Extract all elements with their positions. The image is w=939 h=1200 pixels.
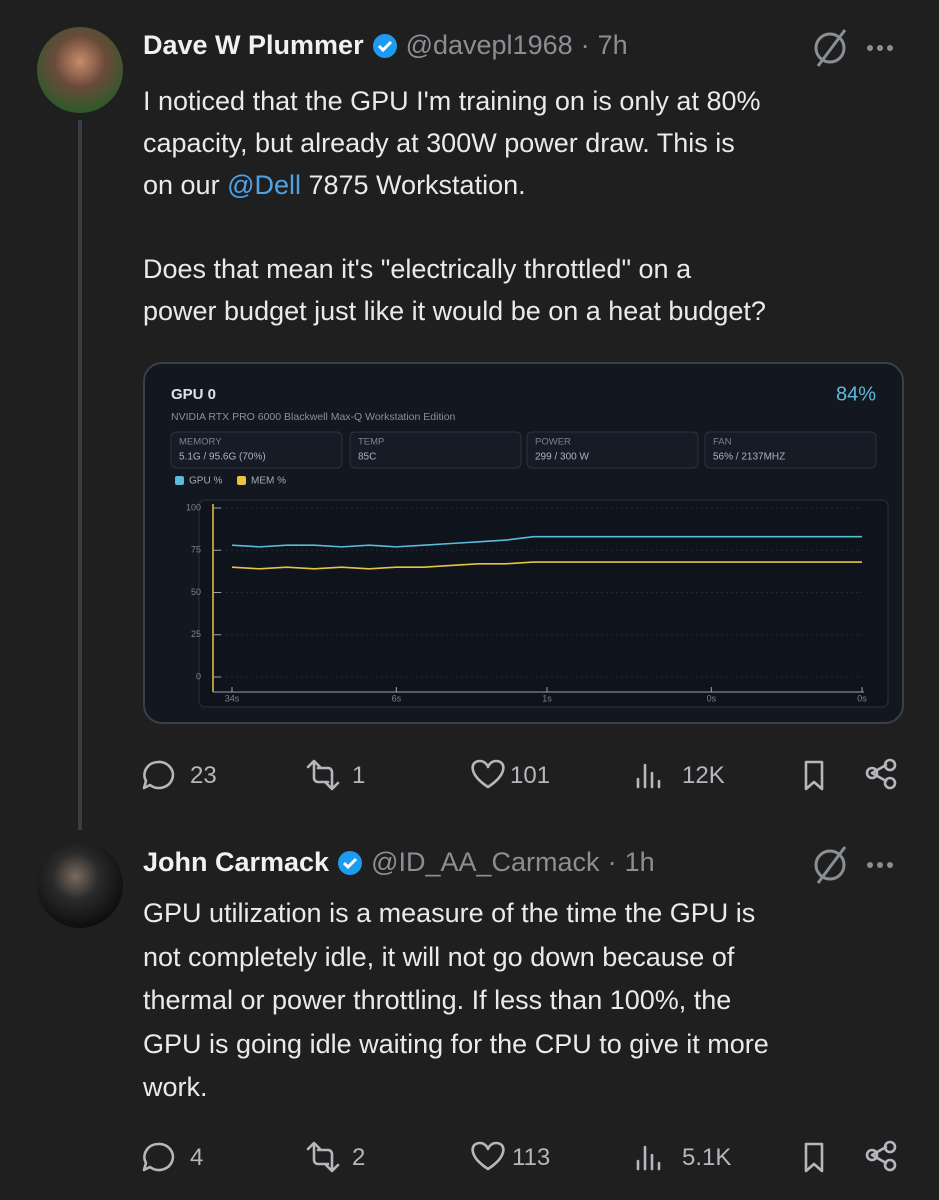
reply-count[interactable]: 23 — [190, 762, 217, 789]
stat-label: POWER — [535, 437, 571, 448]
text-line: capacity, but already at 300W power draw… — [143, 128, 735, 158]
stat-label: MEMORY — [179, 437, 222, 448]
gpu-title: GPU 0 — [171, 386, 216, 403]
post-header: Dave W Plummer @davepl1968 · 7h — [143, 30, 628, 61]
stat-value: 5.1G / 95.6G (70%) — [179, 452, 266, 463]
stat-value: 56% / 2137MHZ — [713, 452, 785, 463]
verified-badge — [372, 33, 397, 58]
x-tick-label: 34s — [225, 693, 240, 703]
media-image[interactable]: GPU 0 84% NVIDIA RTX PRO 6000 Blackwell … — [143, 362, 904, 724]
legend-swatch — [175, 476, 184, 485]
stat-label: FAN — [713, 437, 732, 448]
y-tick-label: 50 — [191, 587, 201, 597]
avatar[interactable] — [37, 842, 123, 928]
legend-label: GPU % — [189, 476, 222, 487]
stat-value: 299 / 300 W — [535, 452, 589, 463]
x-tick-label: 1s — [542, 693, 552, 703]
repost-count[interactable]: 1 — [352, 762, 366, 789]
series-line — [231, 535, 862, 548]
gpu-percent: 84% — [836, 383, 876, 405]
stat-value: 85C — [358, 452, 376, 463]
y-tick-label: 25 — [191, 629, 201, 639]
text-line: Does that mean it's "electrically thrott… — [143, 254, 692, 284]
y-tick-label: 75 — [191, 545, 201, 555]
text-line: GPU utilization is a measure of the time… — [143, 898, 756, 928]
y-tick-label: 100 — [186, 502, 201, 512]
text-line: GPU is going idle waiting for the CPU to… — [143, 1028, 769, 1059]
y-tick-label: 0 — [196, 671, 201, 681]
text-line: power budget just like it would be on a … — [143, 296, 766, 326]
like-count[interactable]: 101 — [510, 762, 551, 789]
reply-count[interactable]: 4 — [190, 1144, 204, 1171]
author-name[interactable]: John Carmack — [143, 847, 330, 877]
separator: · — [607, 847, 617, 877]
handle[interactable]: @ID_AA_Carmack — [371, 847, 600, 877]
like-count[interactable]: 113 — [512, 1144, 551, 1171]
stat-box — [526, 431, 699, 469]
action-icons[interactable] — [142, 758, 897, 1173]
verified-badge — [338, 850, 363, 875]
post-header: John Carmack @ID_AA_Carmack · 1h — [143, 847, 655, 878]
text-line: not completely idle, it will not go down… — [143, 941, 735, 972]
blank-line — [143, 206, 766, 248]
series-line — [231, 561, 862, 570]
post-body: GPU utilization is a measure of the time… — [143, 892, 769, 1110]
avatar[interactable] — [37, 27, 123, 113]
x-tick-label: 0s — [857, 693, 867, 703]
view-count[interactable]: 5.1K — [682, 1144, 732, 1171]
text-line: work. — [143, 1072, 208, 1102]
separator: · — [580, 30, 590, 60]
text: 7875 Workstation. — [300, 170, 526, 200]
stat-box — [170, 431, 343, 469]
stat-box — [349, 431, 522, 469]
post-menu-icons — [814, 29, 847, 884]
author-name[interactable]: Dave W Plummer — [143, 30, 364, 60]
text: on our — [143, 170, 228, 200]
x-tick-label: 0s — [707, 693, 717, 703]
text-line: on our @Dell 7875 Workstation. — [143, 164, 766, 206]
stat-box — [704, 431, 877, 469]
handle[interactable]: @davepl1968 — [405, 30, 573, 60]
mention[interactable]: @Dell — [227, 170, 301, 200]
x-tick-label: 6s — [392, 693, 402, 703]
legend-swatch — [237, 476, 246, 485]
view-count[interactable]: 12K — [682, 762, 725, 789]
plot-frame — [198, 499, 889, 708]
post-body: I noticed that the GPU I'm training on i… — [143, 80, 766, 332]
more-icons[interactable] — [867, 45, 893, 868]
text-line: thermal or power throttling. If less tha… — [143, 985, 732, 1015]
text-line: I noticed that the GPU I'm training on i… — [143, 86, 761, 116]
stat-label: TEMP — [358, 437, 384, 448]
legend-label: MEM % — [251, 476, 286, 487]
gpu-subtitle: NVIDIA RTX PRO 6000 Blackwell Max-Q Work… — [171, 411, 456, 423]
repost-count[interactable]: 2 — [352, 1144, 366, 1171]
timestamp[interactable]: 7h — [597, 30, 628, 60]
timestamp[interactable]: 1h — [624, 847, 655, 877]
